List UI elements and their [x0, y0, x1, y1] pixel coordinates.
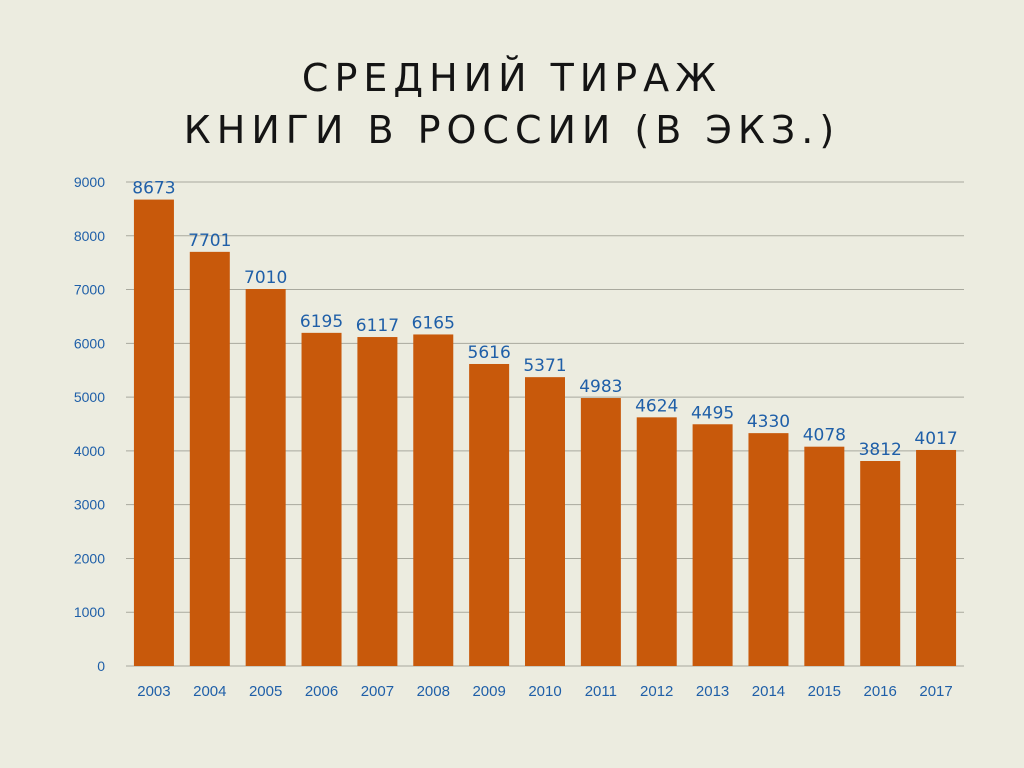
- data-label: 4624: [635, 396, 678, 416]
- x-axis: 2003 2004 2005 2006 2007 2008 2009 2010 2011 2012…: [137, 683, 953, 700]
- data-label: 4495: [691, 403, 734, 423]
- data-label: 3812: [859, 440, 902, 460]
- data-label: 5371: [523, 356, 566, 376]
- y-tick-label: 3000: [74, 497, 105, 513]
- x-tick-label: 2010: [528, 683, 561, 700]
- y-tick-label: 1000: [74, 604, 105, 620]
- y-axis: 0 1000 2000 3000 4000 5000 6000 7000 8000 9000: [74, 174, 105, 674]
- y-tick-label: 6000: [74, 335, 105, 351]
- bar: [245, 289, 286, 666]
- y-tick-label: 8000: [74, 228, 105, 244]
- x-tick-label: 2013: [696, 683, 729, 700]
- data-label: 6117: [356, 316, 399, 336]
- y-tick-label: 2000: [74, 550, 105, 566]
- x-tick-label: 2008: [417, 683, 450, 700]
- bar: [804, 446, 845, 666]
- chart-title: СРЕДНИЙ ТИРАЖ КНИГИ В РОССИИ (В ЭКЗ.): [0, 52, 1024, 156]
- y-tick-label: 7000: [74, 282, 105, 298]
- data-labels: 8673 7701 7010 6195 6117 6165 5616 5371 4983 4624…: [132, 179, 957, 460]
- x-tick-label: 2005: [249, 683, 282, 700]
- bar: [301, 332, 342, 666]
- bar: [469, 363, 510, 666]
- bar: [189, 251, 230, 666]
- x-tick-label: 2009: [472, 683, 505, 700]
- data-label: 6165: [412, 313, 455, 333]
- x-tick-label: 2004: [193, 683, 226, 700]
- x-tick-label: 2011: [585, 683, 617, 700]
- data-label: 4330: [747, 412, 790, 432]
- data-label: 4078: [803, 426, 846, 446]
- y-tick-label: 9000: [74, 174, 105, 190]
- x-tick-label: 2006: [305, 683, 338, 700]
- x-tick-label: 2014: [752, 683, 785, 700]
- data-label: 4983: [579, 377, 622, 397]
- data-label: 7010: [244, 268, 287, 288]
- bar: [580, 398, 621, 666]
- chart-title-line-1: СРЕДНИЙ ТИРАЖ: [301, 56, 723, 100]
- bar: [413, 334, 454, 666]
- data-label: 6195: [300, 312, 343, 332]
- x-tick-label: 2017: [919, 683, 952, 700]
- data-label: 8673: [132, 179, 175, 199]
- bar: [916, 449, 957, 666]
- x-tick-label: 2003: [137, 683, 170, 700]
- x-tick-label: 2015: [808, 683, 841, 700]
- chart-title-line-2: КНИГИ В РОССИИ (В ЭКЗ.): [183, 108, 841, 152]
- data-label: 4017: [914, 429, 957, 449]
- data-label: 5616: [468, 343, 511, 363]
- x-tick-label: 2012: [640, 683, 673, 700]
- x-tick-label: 2016: [864, 683, 897, 700]
- y-tick-label: 5000: [74, 389, 105, 405]
- bars: [133, 199, 957, 666]
- bar: [525, 377, 565, 666]
- y-tick-label: 4000: [74, 443, 105, 459]
- bar: [748, 433, 789, 666]
- data-label: 7701: [188, 231, 231, 251]
- bar: [692, 424, 733, 666]
- bar: [133, 199, 174, 666]
- bar: [860, 460, 901, 666]
- x-tick-label: 2007: [361, 683, 394, 700]
- y-tick-label: 0: [97, 658, 105, 674]
- bar: [357, 337, 398, 666]
- bar: [636, 417, 677, 666]
